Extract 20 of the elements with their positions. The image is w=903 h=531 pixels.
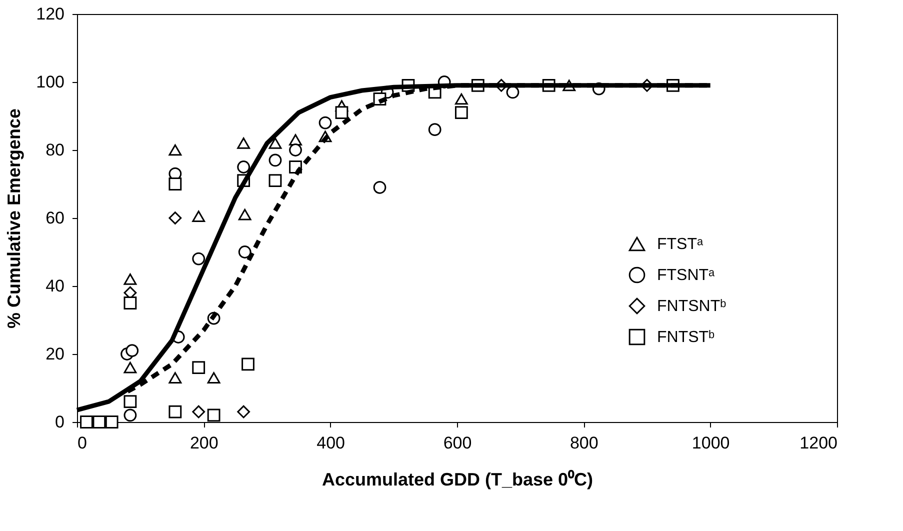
y-tick-label: 80 (46, 140, 64, 160)
y-tick-label: 20 (46, 344, 64, 364)
x-tick-label: 600 (443, 434, 472, 452)
y-tick-label: 0 (55, 412, 64, 432)
y-tick-label: 100 (36, 72, 64, 92)
x-tick-label: 1200 (800, 434, 838, 452)
legend-label: FNTSTᵇ (657, 329, 715, 346)
y-axis-title: % Cumulative Emergence (4, 108, 24, 329)
x-tick-label: 200 (190, 434, 218, 452)
x-tick-label: 1000 (692, 434, 730, 452)
legend-label: FNTSNTᵇ (657, 298, 726, 315)
x-tick-label: 800 (570, 434, 598, 452)
y-tick-label: 60 (46, 208, 64, 228)
x-tick-label: 0 (78, 434, 87, 452)
y-tick-label: 120 (36, 4, 64, 24)
y-tick-label: 40 (46, 276, 64, 296)
legend-label: FTSTᵃ (657, 236, 704, 253)
x-axis-title: Accumulated GDD (T_base 0⁰C) (322, 470, 594, 490)
x-tick-label: 400 (316, 434, 346, 452)
legend-label: FTSNTᵃ (657, 267, 716, 284)
